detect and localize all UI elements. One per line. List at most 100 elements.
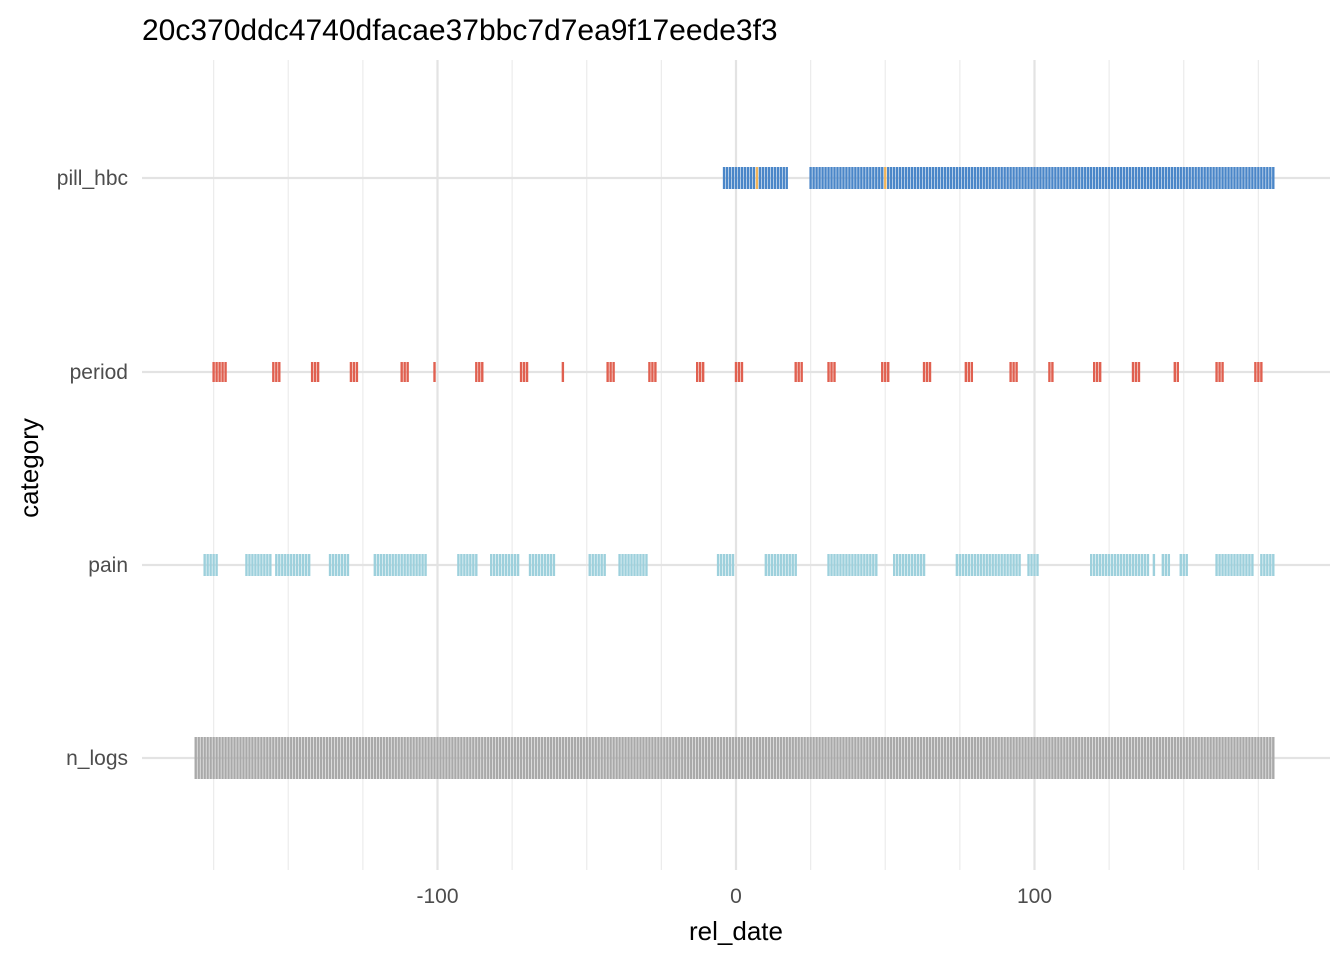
data-tick (382, 554, 385, 576)
data-tick (555, 737, 559, 779)
data-tick (487, 737, 490, 779)
data-tick (776, 554, 779, 576)
data-tick (504, 554, 508, 576)
data-tick (934, 737, 938, 779)
data-tick (1107, 554, 1111, 576)
data-tick (1087, 167, 1090, 189)
data-tick (815, 167, 818, 189)
data-tick (863, 167, 866, 189)
data-tick (1155, 167, 1159, 189)
data-tick (594, 737, 597, 779)
data-tick (806, 737, 809, 779)
data-tick (1185, 167, 1188, 189)
data-tick (1254, 362, 1257, 382)
data-tick (704, 737, 708, 779)
data-tick (296, 554, 299, 576)
data-tick (1006, 554, 1009, 576)
data-tick (558, 737, 562, 779)
data-tick (287, 554, 290, 576)
data-tick (1266, 737, 1269, 779)
data-tick (513, 737, 517, 779)
data-tick (585, 737, 588, 779)
data-tick (1134, 737, 1138, 779)
data-tick (1122, 554, 1126, 576)
data-tick (872, 167, 875, 189)
data-tick (1081, 167, 1084, 189)
data-tick (1152, 737, 1156, 779)
data-tick (248, 554, 251, 576)
data-tick (970, 167, 974, 189)
data-tick (1093, 554, 1096, 576)
data-tick (752, 167, 756, 189)
data-tick (424, 737, 427, 779)
data-tick (260, 737, 263, 779)
data-tick (525, 362, 529, 382)
data-tick (618, 554, 621, 576)
data-tick (275, 554, 278, 576)
data-tick (1098, 737, 1102, 779)
data-tick (1113, 554, 1117, 576)
data-tick (1122, 737, 1126, 779)
data-tick (394, 554, 397, 576)
data-tick (1110, 167, 1114, 189)
data-tick (498, 554, 502, 576)
data-tick (919, 167, 923, 189)
data-tick (254, 554, 257, 576)
data-tick (543, 737, 547, 779)
data-tick (922, 362, 926, 382)
data-tick (1131, 167, 1135, 189)
data-tick (1101, 554, 1105, 576)
data-tick (895, 737, 899, 779)
data-tick (624, 737, 627, 779)
data-tick (988, 737, 991, 779)
data-tick (758, 167, 762, 189)
data-tick (290, 737, 293, 779)
data-tick (516, 737, 520, 779)
data-tick (415, 737, 418, 779)
data-tick (1191, 737, 1194, 779)
data-tick (884, 362, 887, 382)
data-tick (591, 737, 594, 779)
data-tick (1090, 554, 1093, 576)
data-tick (507, 554, 511, 576)
data-tick (746, 167, 750, 189)
data-tick (1009, 362, 1012, 382)
data-tick (687, 737, 690, 779)
data-tick (1087, 737, 1090, 779)
data-tick (203, 554, 206, 576)
data-tick (478, 362, 481, 382)
data-tick (770, 167, 774, 189)
data-tick (484, 737, 487, 779)
data-tick (1012, 737, 1015, 779)
data-tick (1218, 554, 1221, 576)
data-tick (770, 737, 774, 779)
data-tick (684, 737, 687, 779)
data-tick (278, 737, 281, 779)
data-tick (1176, 737, 1179, 779)
data-tick (588, 737, 591, 779)
data-tick (782, 167, 785, 189)
data-tick (406, 362, 409, 382)
data-tick (761, 737, 765, 779)
data-tick (752, 737, 756, 779)
data-tick (606, 362, 609, 382)
x-tick-labels: -100 0 100 (416, 885, 1052, 908)
data-tick (1161, 737, 1165, 779)
data-tick (913, 167, 917, 189)
data-tick (743, 167, 747, 189)
data-tick (1239, 737, 1242, 779)
data-tick (964, 554, 968, 576)
data-tick (1098, 167, 1102, 189)
data-tick (1069, 167, 1072, 189)
data-tick (412, 737, 415, 779)
data-tick (1266, 554, 1269, 576)
data-tick (1119, 737, 1123, 779)
data-tick (1170, 167, 1174, 189)
data-tick (316, 362, 320, 382)
data-tick (1188, 737, 1191, 779)
data-tick (445, 737, 448, 779)
data-tick (1161, 554, 1165, 576)
data-tick (648, 362, 651, 382)
data-tick (418, 554, 421, 576)
data-tick (854, 554, 857, 576)
